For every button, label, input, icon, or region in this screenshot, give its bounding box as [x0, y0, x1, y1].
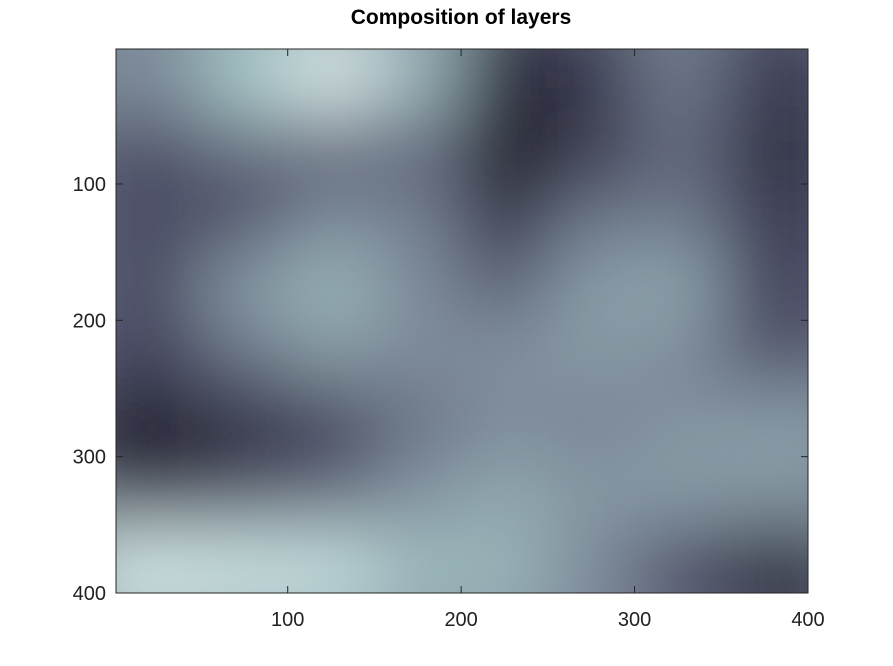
y-axis: 100 200 300 400 [73, 174, 808, 605]
plot-frame [115, 48, 809, 594]
y-tick-label: 100 [73, 174, 106, 196]
x-tick-label: 200 [444, 609, 477, 631]
x-tick-label: 100 [271, 609, 304, 631]
heatmap-area [116, 49, 808, 593]
x-tick-label: 400 [791, 609, 824, 631]
chart-title: Composition of layers [351, 6, 572, 29]
y-tick-label: 400 [73, 583, 106, 605]
x-tick-label: 300 [618, 609, 651, 631]
heatmap-grain [116, 49, 808, 593]
y-tick-label: 200 [73, 310, 106, 332]
x-axis: 100 200 300 400 [271, 49, 825, 631]
y-tick-label: 300 [73, 447, 106, 469]
